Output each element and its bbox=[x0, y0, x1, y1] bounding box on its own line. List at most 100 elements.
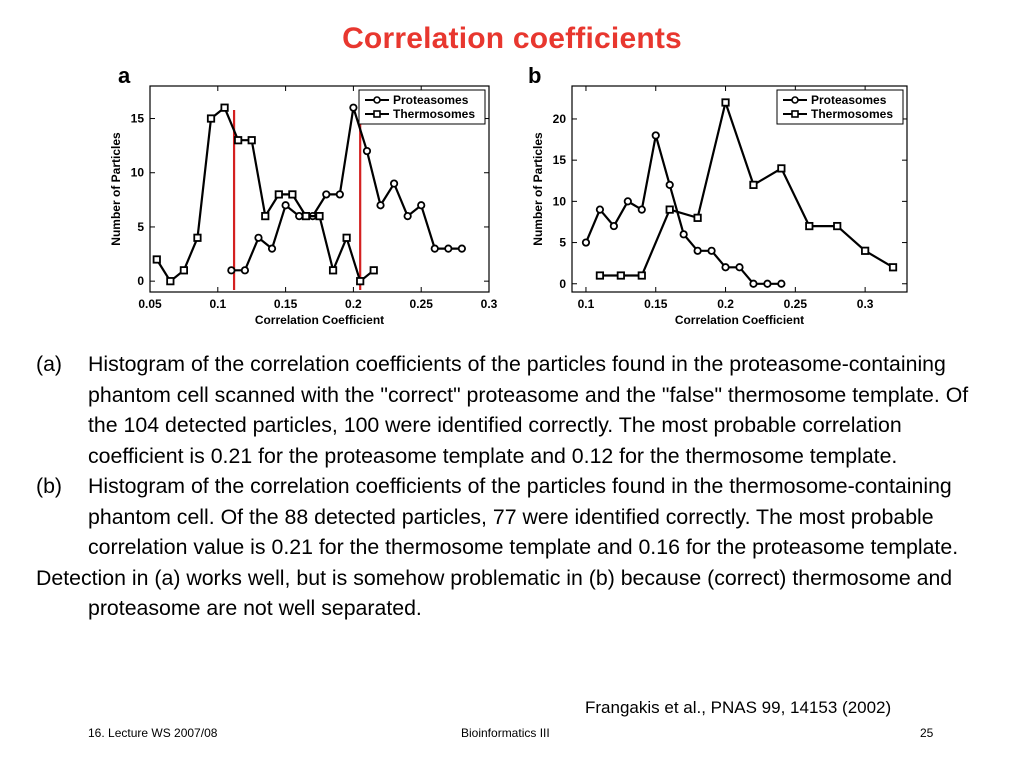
data-point-thermosomes bbox=[220, 103, 229, 112]
data-point-thermosomes bbox=[152, 255, 161, 264]
slide-title: Correlation coefficients bbox=[342, 22, 682, 55]
data-point-proteasomes bbox=[749, 279, 758, 288]
data-point-proteasomes bbox=[322, 190, 331, 199]
caption-a-label: (a) bbox=[36, 352, 63, 376]
legend-box bbox=[776, 89, 904, 125]
caption-a-text: Histogram of the correlation coefficient… bbox=[88, 352, 969, 468]
x-tick-label: 0.15 bbox=[644, 297, 668, 311]
data-point-thermosomes bbox=[369, 266, 378, 275]
data-point-thermosomes bbox=[616, 271, 625, 280]
data-point-thermosomes bbox=[166, 277, 175, 286]
data-point-proteasomes bbox=[335, 190, 344, 199]
histogram-chart-b: 0.1 0.15 0.2 0.25 0.3 0 5 10 15 20 Correlation Coe… bbox=[531, 85, 908, 327]
data-point-thermosomes bbox=[777, 164, 786, 173]
x-axis-label: Correlation Coefficient bbox=[255, 313, 384, 327]
caption-item-b: (b) Histogram of the correlation coeffic… bbox=[36, 471, 986, 563]
data-point-proteasomes bbox=[763, 279, 772, 288]
data-point-proteasomes bbox=[281, 201, 290, 210]
data-point-proteasomes bbox=[444, 244, 453, 253]
data-point-proteasomes bbox=[721, 263, 730, 272]
data-point-thermosomes bbox=[721, 98, 730, 107]
data-point-thermosomes bbox=[234, 136, 243, 145]
data-point-proteasomes bbox=[777, 279, 786, 288]
y-tick-label: 15 bbox=[131, 112, 145, 126]
data-point-thermosomes bbox=[356, 277, 365, 286]
plot-frame bbox=[149, 85, 490, 293]
legend-entry-thermosomes: Thermosomes bbox=[393, 107, 475, 121]
legend-marker bbox=[791, 96, 799, 104]
legend-marker bbox=[373, 96, 381, 104]
legend-marker bbox=[373, 110, 381, 118]
data-point-proteasomes bbox=[651, 131, 660, 140]
x-tick-label: 0.25 bbox=[784, 297, 808, 311]
y-tick-label: 10 bbox=[553, 194, 567, 208]
x-tick-label: 0.2 bbox=[717, 297, 734, 311]
plot-frame bbox=[571, 85, 908, 293]
y-tick-label: 0 bbox=[559, 277, 566, 291]
legend-entry-proteasomes: Proteasomes bbox=[393, 93, 469, 107]
data-point-thermosomes bbox=[595, 271, 605, 280]
legend-box bbox=[358, 89, 486, 125]
data-point-thermosomes bbox=[193, 233, 202, 242]
histogram-chart-a: 0.05 0.1 0.15 0.2 0.25 0.3 0 5 10 15 Correlation C… bbox=[109, 85, 498, 327]
data-point-proteasomes bbox=[623, 197, 632, 206]
y-tick-label: 5 bbox=[559, 236, 566, 250]
x-tick-label: 0.1 bbox=[209, 297, 226, 311]
data-point-thermosomes bbox=[749, 180, 758, 189]
data-point-proteasomes bbox=[349, 103, 358, 112]
y-axis-label: Number of Particles bbox=[531, 132, 545, 246]
data-point-proteasomes bbox=[637, 205, 646, 214]
data-point-thermosomes bbox=[637, 271, 646, 280]
x-tick-label: 0.05 bbox=[138, 297, 162, 311]
data-point-thermosomes bbox=[261, 212, 270, 221]
y-tick-label: 0 bbox=[137, 274, 144, 288]
x-tick-label: 0.25 bbox=[410, 297, 434, 311]
x-tick-label: 0.3 bbox=[481, 297, 498, 311]
footer-course: Bioinformatics III bbox=[461, 726, 550, 740]
x-tick-label: 0.15 bbox=[274, 297, 298, 311]
data-point-proteasomes bbox=[693, 246, 702, 255]
data-point-thermosomes bbox=[693, 213, 702, 222]
reference-citation: Frangakis et al., PNAS 99, 14153 (2002) bbox=[585, 698, 892, 717]
data-point-thermosomes bbox=[288, 190, 297, 199]
y-axis-label: Number of Particles bbox=[109, 132, 123, 246]
data-point-proteasomes bbox=[735, 263, 744, 272]
series-line-thermosomes bbox=[599, 98, 894, 277]
data-point-thermosomes bbox=[274, 190, 283, 199]
data-point-proteasomes bbox=[295, 212, 304, 221]
data-point-proteasomes bbox=[707, 246, 716, 255]
legend-marker bbox=[791, 110, 799, 118]
conclusion-text: Detection in (a) works well, but is some… bbox=[36, 565, 953, 621]
data-point-proteasomes bbox=[389, 179, 399, 188]
data-point-proteasomes bbox=[417, 201, 426, 210]
legend-entry-thermosomes: Thermosomes bbox=[811, 107, 893, 121]
caption-item-a: (a) Histogram of the correlation coeffic… bbox=[36, 349, 986, 471]
data-point-thermosomes bbox=[861, 246, 870, 255]
data-point-thermosomes bbox=[888, 263, 898, 272]
x-tick-label: 0.2 bbox=[345, 297, 362, 311]
y-tick-label: 5 bbox=[137, 220, 144, 234]
series-line-proteasomes bbox=[231, 107, 462, 272]
data-point-thermosomes bbox=[328, 266, 338, 275]
caption-block: (a) Histogram of the correlation coeffic… bbox=[36, 349, 986, 624]
footer-page-number: 25 bbox=[920, 726, 934, 740]
data-point-proteasomes bbox=[376, 201, 385, 210]
data-point-proteasomes bbox=[679, 230, 688, 239]
caption-b-label: (b) bbox=[36, 474, 63, 498]
x-tick-label: 0.3 bbox=[857, 297, 874, 311]
panel-label-b: b bbox=[528, 63, 542, 88]
legend-entry-proteasomes: Proteasomes bbox=[811, 93, 887, 107]
data-point-proteasomes bbox=[430, 244, 439, 253]
data-point-proteasomes bbox=[403, 212, 412, 221]
footer-lecture: 16. Lecture WS 2007/08 bbox=[88, 726, 218, 740]
x-tick-label: 0.1 bbox=[578, 297, 595, 311]
data-point-proteasomes bbox=[267, 244, 277, 253]
data-point-thermosomes bbox=[301, 212, 311, 221]
x-axis-label: Correlation Coefficient bbox=[675, 313, 804, 327]
data-point-proteasomes bbox=[609, 221, 618, 231]
data-point-thermosomes bbox=[342, 233, 351, 242]
data-point-proteasomes bbox=[457, 244, 466, 253]
caption-b-text: Histogram of the correlation coefficient… bbox=[88, 474, 959, 559]
y-tick-label: 20 bbox=[553, 112, 567, 126]
data-point-thermosomes bbox=[315, 212, 324, 221]
